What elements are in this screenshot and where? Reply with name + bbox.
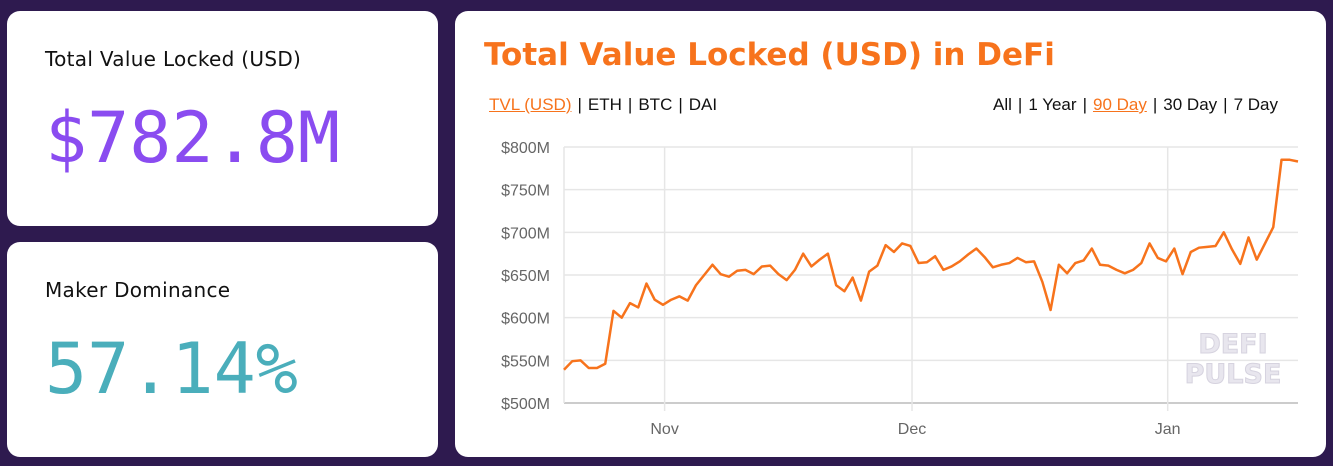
range-selector: All | 1 Year | 90 Day | 30 Day | 7 Day [993,95,1278,115]
tvl-chart-card: Total Value Locked (USD) in DeFi TVL (US… [455,11,1326,457]
watermark-line-2: PULSE [1185,359,1282,390]
maker-dominance-label: Maker Dominance [45,278,231,302]
y-tick-label: $650M [501,268,550,285]
separator: | [1082,95,1087,114]
x-tick-label: Jan [1155,421,1181,438]
series-line-tvl [563,158,1299,371]
y-tick-label: $500M [501,396,550,413]
range-90-day[interactable]: 90 Day [1092,95,1147,114]
separator: | [1017,95,1023,114]
metric-tvl-usd[interactable]: TVL (USD) [489,95,572,114]
tvl-value: $782.8M [45,97,341,179]
tvl-card: Total Value Locked (USD) $782.8M [7,11,438,226]
metric-selector: TVL (USD) | ETH | BTC | DAI [489,95,717,115]
tvl-line-chart[interactable]: $500M $550M $600M $650M $700M $750M $800M Nov De… [455,11,1326,457]
separator: | [1152,95,1158,114]
separator: | [627,95,633,114]
x-tick-label: Dec [898,421,926,438]
maker-dominance-value: 57.14% [45,328,298,410]
y-tick-label: $700M [501,225,550,242]
separator: | [1223,95,1228,114]
range-1-year[interactable]: 1 Year [1028,95,1077,114]
separator: | [577,95,582,114]
range-7-day[interactable]: 7 Day [1233,95,1278,114]
metric-eth[interactable]: ETH [587,95,622,114]
metric-dai[interactable]: DAI [688,95,718,114]
maker-dominance-card: Maker Dominance 57.14% [7,242,438,457]
y-tick-label: $800M [501,140,550,157]
y-tick-label: $600M [501,311,550,328]
range-all[interactable]: All [993,95,1012,114]
y-tick-label: $750M [501,183,550,200]
chart-title: Total Value Locked (USD) in DeFi [484,37,1055,73]
tvl-label: Total Value Locked (USD) [45,47,302,71]
x-tick-label: Nov [650,421,678,438]
range-30-day[interactable]: 30 Day [1163,95,1218,114]
metric-btc[interactable]: BTC [638,95,673,114]
watermark-line-1: DEFI [1198,329,1267,360]
separator: | [678,95,683,114]
y-tick-label: $550M [501,353,550,370]
